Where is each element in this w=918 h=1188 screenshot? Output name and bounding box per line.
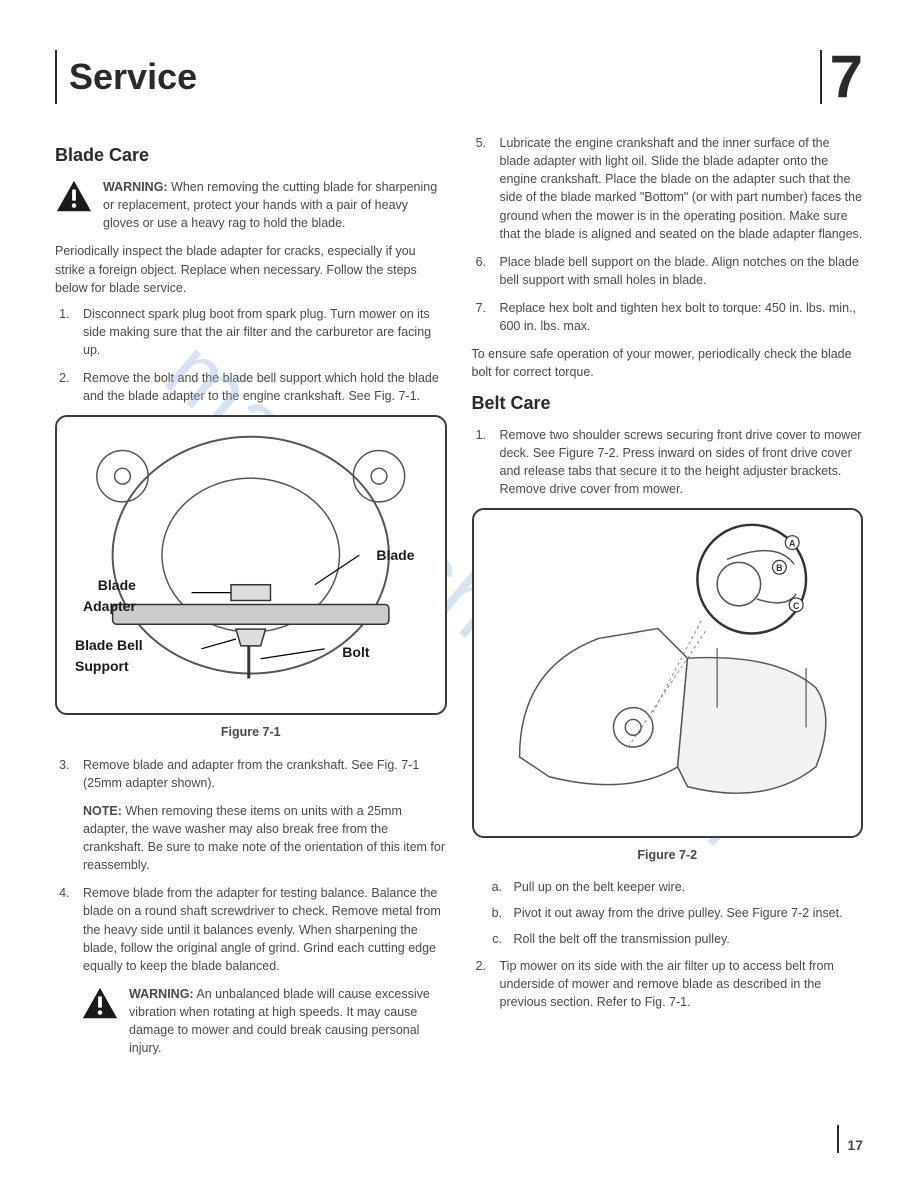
warning-text-1: WARNING: When removing the cutting blade… — [103, 178, 447, 232]
warning-icon — [81, 985, 119, 1028]
section-title: Service — [55, 50, 197, 104]
belt-substeps: Pull up on the belt keeper wire. Pivot i… — [472, 878, 864, 948]
note-body: When removing these items on units with … — [83, 804, 445, 872]
figure-7-2-caption: Figure 7-2 — [472, 846, 864, 864]
page-header: Service 7 — [55, 50, 863, 104]
label-adapter-l1: Blade — [83, 575, 136, 595]
label-bell-l2: Support — [75, 656, 143, 676]
substep-b: Pivot it out away from the drive pulley.… — [506, 904, 864, 922]
belt-li-2: Tip mower on its side with the air filte… — [490, 957, 864, 1011]
warning-block-2: WARNING: An unbalanced blade will cause … — [81, 985, 447, 1058]
figure-7-1-caption: Figure 7-1 — [55, 723, 447, 741]
svg-text:C: C — [792, 601, 799, 611]
step-6: Place blade bell support on the blade. A… — [490, 253, 864, 289]
step-1: Disconnect spark plug boot from spark pl… — [73, 305, 447, 359]
figure-7-2: A B C — [472, 508, 864, 838]
step-7: Replace hex bolt and tighten hex bolt to… — [490, 299, 864, 335]
belt-step-1: Remove two shoulder screws securing fron… — [472, 426, 864, 499]
content-columns: Blade Care WARNING: When removing the cu… — [55, 134, 863, 1067]
note-paragraph: NOTE: When removing these items on units… — [83, 802, 447, 875]
step-2: Remove the bolt and the blade bell suppo… — [73, 369, 447, 405]
blade-care-heading: Blade Care — [55, 142, 447, 168]
chapter-number: 7 — [820, 50, 863, 104]
blade-step-4: Remove blade from the adapter for testin… — [55, 884, 447, 975]
warning-block-1: WARNING: When removing the cutting blade… — [55, 178, 447, 232]
substep-a: Pull up on the belt keeper wire. — [506, 878, 864, 896]
step-4: Remove blade from the adapter for testin… — [73, 884, 447, 975]
belt-care-heading: Belt Care — [472, 390, 864, 416]
step-5: Lubricate the engine crankshaft and the … — [490, 134, 864, 243]
step-3: Remove blade and adapter from the cranks… — [73, 756, 447, 792]
substep-c: Roll the belt off the transmission pulle… — [506, 930, 864, 948]
label-bell-l1: Blade Bell — [75, 635, 143, 655]
label-adapter-l2: Adapter — [83, 596, 136, 616]
label-adapter: Blade Adapter — [83, 575, 136, 616]
intro-paragraph: Periodically inspect the blade adapter f… — [55, 242, 447, 296]
svg-text:A: A — [789, 539, 796, 549]
belt-step-2: Tip mower on its side with the air filte… — [472, 957, 864, 1011]
warning-icon — [55, 178, 93, 221]
warning-label: WARNING: — [103, 180, 168, 194]
note-label: NOTE: — [83, 804, 122, 818]
figure-7-1: Blade Blade Adapter Blade Bell Support B… — [55, 415, 447, 715]
label-bell: Blade Bell Support — [75, 635, 143, 676]
page-number: 17 — [837, 1125, 863, 1153]
right-column: Lubricate the engine crankshaft and the … — [472, 134, 864, 1067]
warning-label: WARNING: — [129, 987, 194, 1001]
left-column: Blade Care WARNING: When removing the cu… — [55, 134, 447, 1067]
belt-li-1: Remove two shoulder screws securing fron… — [490, 426, 864, 499]
torque-paragraph: To ensure safe operation of your mower, … — [472, 345, 864, 381]
label-blade: Blade — [376, 545, 414, 565]
warning-text-2: WARNING: An unbalanced blade will cause … — [129, 985, 447, 1058]
blade-steps-3-4: Remove blade and adapter from the cranks… — [55, 756, 447, 792]
svg-text:B: B — [776, 563, 782, 573]
blade-steps-5-7: Lubricate the engine crankshaft and the … — [472, 134, 864, 335]
blade-steps-1-2: Disconnect spark plug boot from spark pl… — [55, 305, 447, 406]
label-bolt: Bolt — [342, 642, 369, 662]
